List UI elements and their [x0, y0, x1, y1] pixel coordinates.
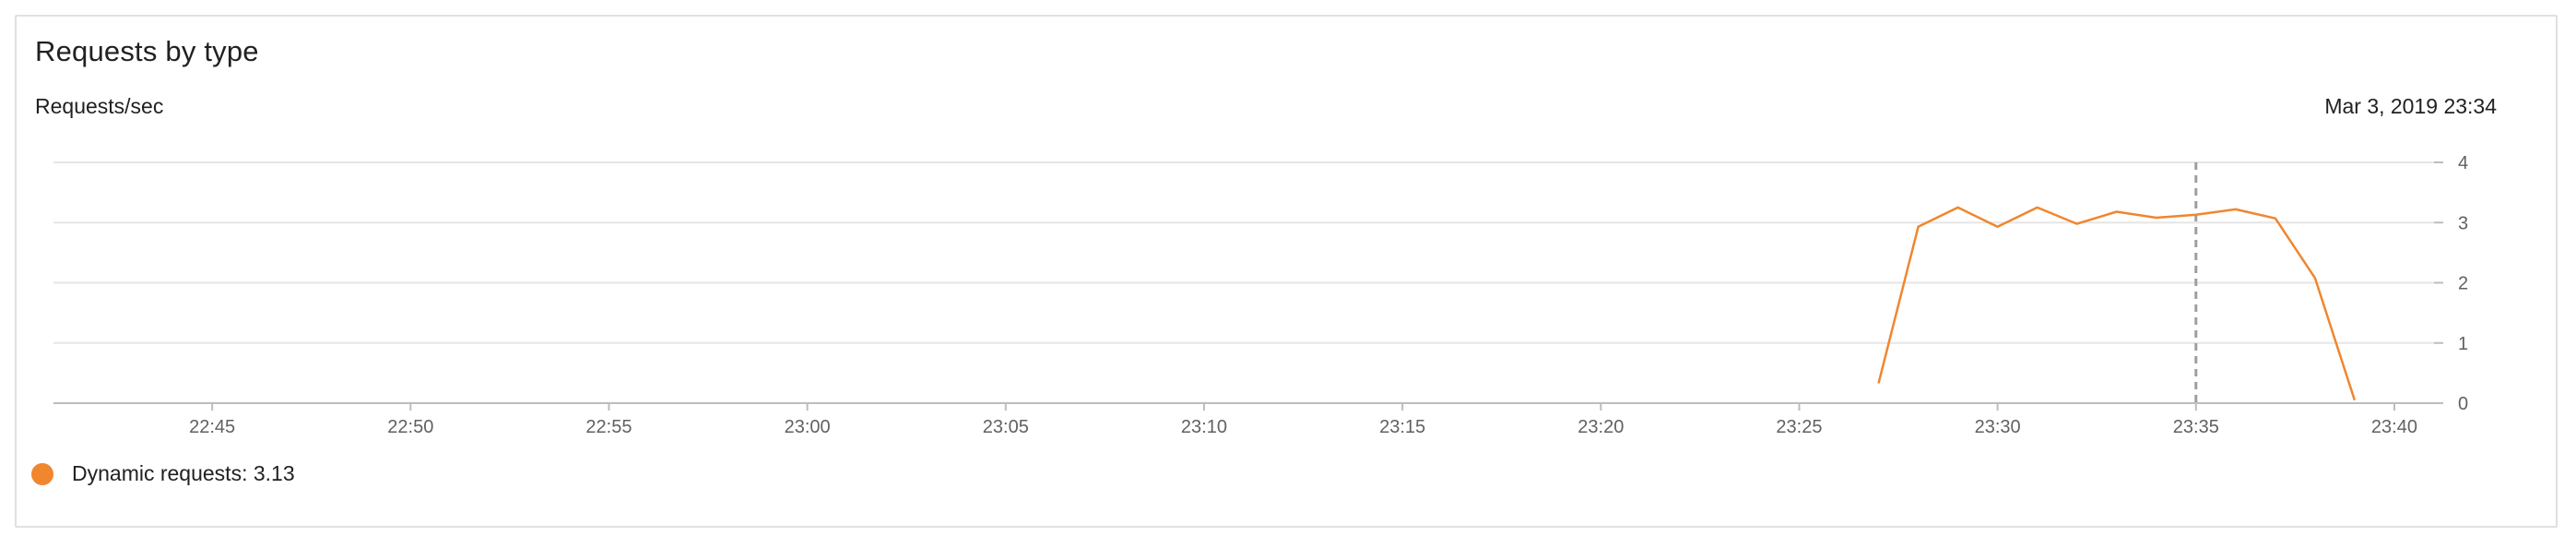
y-tick-label: 4: [2458, 153, 2468, 173]
x-tick-label: 23:35: [2173, 417, 2219, 437]
x-tick-label: 23:15: [1379, 417, 1425, 437]
x-tick-label: 22:45: [189, 417, 235, 437]
x-tick-label: 22:55: [585, 417, 632, 437]
y-tick-label: 0: [2458, 394, 2468, 414]
legend-label: Dynamic requests: 3.13: [72, 461, 295, 485]
chart-title: Requests by type: [35, 35, 259, 67]
x-tick-label: 23:05: [983, 417, 1029, 437]
x-tick-label: 23:25: [1776, 417, 1822, 437]
y-tick-label: 2: [2458, 274, 2468, 294]
grid-lines: [53, 161, 2443, 404]
series-line-dynamic-requests: [1877, 206, 2357, 401]
cursor-timestamp: Mar 3, 2019 23:34: [2324, 94, 2497, 118]
y-axis-label: Requests/sec: [35, 94, 164, 118]
x-tick-label: 23:10: [1181, 417, 1227, 437]
y-tick-label: 1: [2458, 334, 2468, 354]
y-axis-ticks: 0 1 2 3 4: [2458, 153, 2468, 414]
x-tick-label: 22:50: [387, 417, 433, 437]
x-tick-label: 23:30: [1975, 417, 2021, 437]
legend-dot-icon: [31, 462, 53, 485]
requests-chart-card: [15, 15, 2558, 528]
x-tick-label: 23:20: [1578, 417, 1624, 437]
x-tick-label: 23:00: [785, 417, 831, 437]
series-lines: [1877, 206, 2357, 401]
y-tick-label: 3: [2458, 213, 2468, 233]
x-axis-ticks: 22:45 22:50 22:55 23:00 23:05 23:10 23:15 23:20…: [189, 403, 2417, 437]
x-tick-label: 23:40: [2371, 417, 2417, 437]
legend[interactable]: Dynamic requests: 3.13: [31, 461, 295, 486]
